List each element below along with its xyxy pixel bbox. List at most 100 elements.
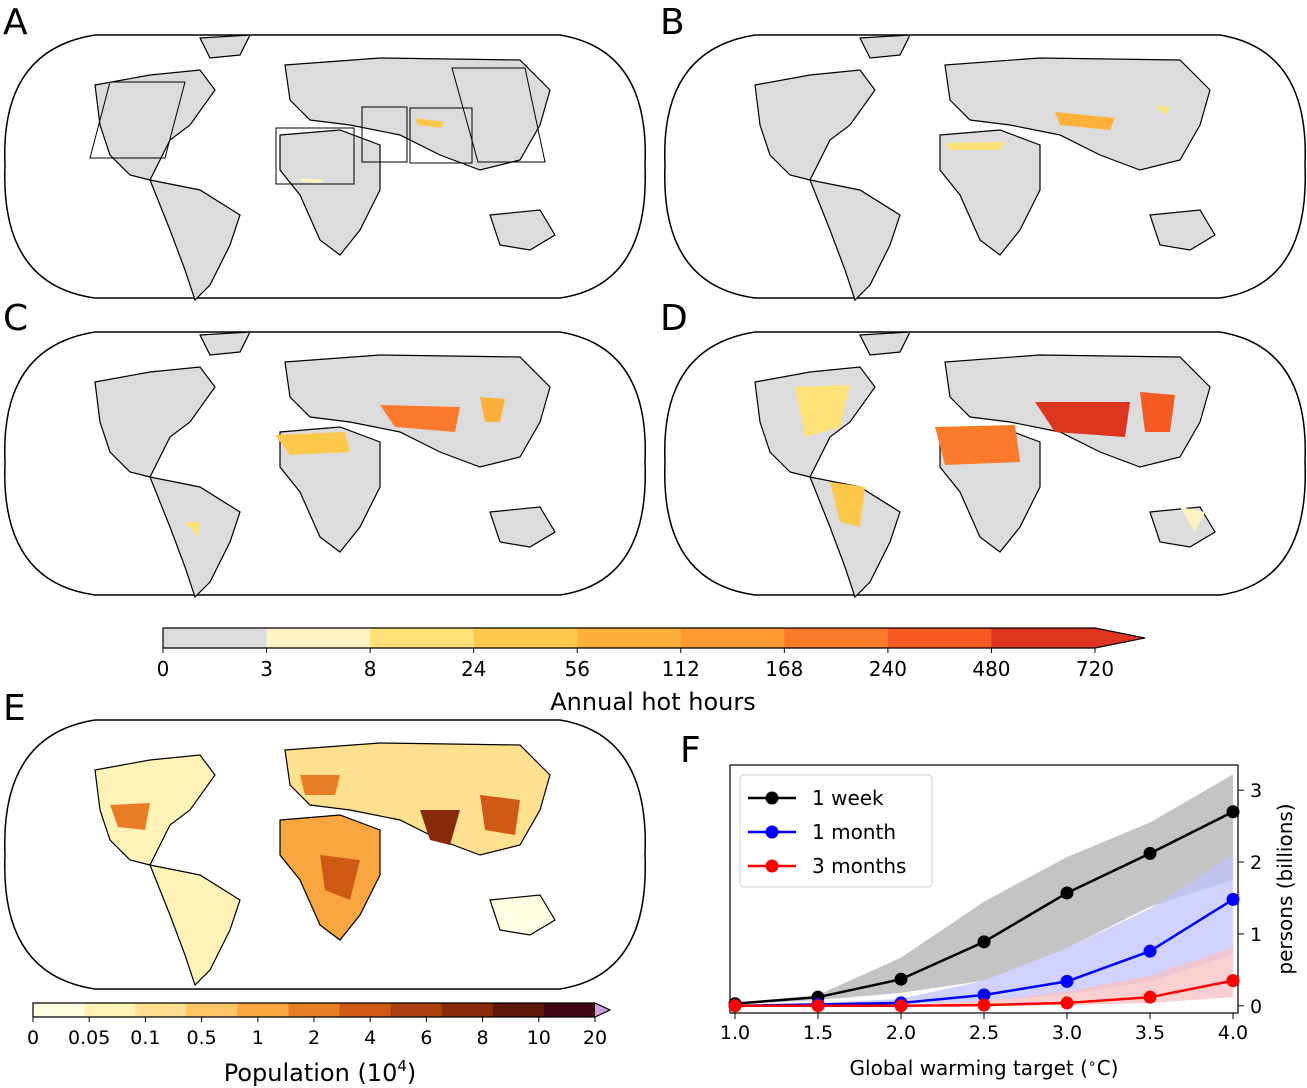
population-colorbar-tick-label: 0 (27, 1027, 39, 1049)
population-colorbar-segment (543, 1003, 596, 1017)
population-colorbar-segment (33, 1003, 85, 1017)
hot-hours-colorbar: 0 3 8 24 56 112 168 240 480 720 Annual hot hours (157, 627, 1146, 716)
data-point (977, 998, 991, 1012)
hot-colorbar-segment (680, 628, 785, 648)
legend-marker (765, 791, 779, 805)
hot-hours-colorbar-segments (163, 628, 1145, 648)
data-point (1143, 944, 1157, 958)
population-colorbar-tick-label: 2 (308, 1027, 320, 1049)
hot-colorbar-tick-label: 3 (260, 657, 273, 681)
x-tick-label: 3.5 (1135, 1022, 1165, 1044)
map-c (4, 331, 646, 598)
x-tick-label: 3.0 (1052, 1022, 1082, 1044)
hot-colorbar-segment (473, 628, 578, 648)
data-point (894, 999, 908, 1013)
data-point (1143, 990, 1157, 1004)
population-colorbar-extend-arrow (595, 1003, 610, 1017)
population-colorbar-tick-label: 20 (583, 1027, 607, 1049)
hot-colorbar-segment (266, 628, 371, 648)
legend-frame (739, 774, 933, 888)
hot-colorbar-tick-label: 168 (765, 657, 803, 681)
data-point (1226, 974, 1240, 988)
data-point (977, 988, 991, 1002)
population-colorbar-segment (390, 1003, 443, 1017)
hot-colorbar-segment (887, 628, 992, 648)
hot-colorbar-segment (991, 628, 1096, 648)
data-point (1060, 996, 1074, 1010)
x-tick-label: 2.0 (886, 1022, 916, 1044)
hot-colorbar-segment (163, 628, 268, 648)
y-tick-label: 2 (1250, 852, 1262, 874)
legend-marker (765, 825, 779, 839)
x-axis-ticks: 1.0 1.5 2.0 2.5 3.0 3.5 4.0 (720, 1013, 1248, 1044)
population-colorbar-tick-label: 8 (477, 1027, 489, 1049)
panel-letter-a: A (3, 2, 28, 43)
map-b (664, 34, 1306, 301)
x-tick-label: 4.0 (1218, 1022, 1248, 1044)
x-axis-label: Global warming target (∘C) (850, 1056, 1119, 1080)
hot-colorbar-tick-label: 240 (869, 657, 907, 681)
hot-colorbar-tick-label: 24 (461, 657, 486, 681)
hot-colorbar-tick-label: 8 (364, 657, 377, 681)
panel-letter-d: D (660, 298, 688, 339)
hot-hours-colorbar-label: Annual hot hours (550, 688, 755, 716)
panel-letter-e: E (3, 688, 26, 729)
population-colorbar-tick-label: 0.1 (130, 1027, 160, 1049)
y-axis-label: persons (billions) (1273, 803, 1297, 974)
hot-colorbar-segment (784, 628, 889, 648)
map-a (4, 34, 646, 301)
y-tick-label: 3 (1250, 780, 1262, 802)
population-colorbar-segment (84, 1003, 136, 1017)
hot-colorbar-tick-label: 0 (157, 657, 170, 681)
hot-colorbar-segment (370, 628, 475, 648)
population-colorbar-tick-label: 4 (364, 1027, 376, 1049)
population-colorbar-tick-label: 6 (420, 1027, 432, 1049)
x-tick-label: 2.5 (969, 1022, 999, 1044)
x-tick-label: 1.0 (720, 1022, 750, 1044)
legend-label: 1 week (812, 786, 884, 810)
map-e (4, 719, 646, 990)
population-colorbar-segment (441, 1003, 494, 1017)
population-colorbar-segment (339, 1003, 392, 1017)
legend: 1 week 1 month 3 months (739, 774, 933, 888)
panel-letter-b: B (660, 2, 685, 43)
population-colorbar-label: Population (104) (224, 1057, 417, 1087)
panel-letter-f: F (680, 730, 701, 771)
data-point (894, 972, 908, 986)
data-point (977, 935, 991, 949)
confidence-band (734, 946, 1234, 1006)
map-d (664, 331, 1306, 598)
legend-label: 1 month (812, 820, 896, 844)
population-colorbar-tick-label: 0.05 (68, 1027, 110, 1049)
confidence-bands (734, 774, 1234, 1006)
hot-hours-colorbar-ticks: 0 3 8 24 56 112 168 240 480 720 (157, 648, 1114, 681)
hot-colorbar-extend-arrow (1095, 628, 1145, 648)
population-colorbar-tick-label: 0.5 (186, 1027, 216, 1049)
population-colorbar-segment (186, 1003, 238, 1017)
population-colorbar-tick-label: 10 (527, 1027, 551, 1049)
data-point (728, 999, 742, 1013)
y-axis-ticks: 0 1 2 3 (1238, 780, 1262, 1018)
hot-colorbar-tick-label: 480 (972, 657, 1010, 681)
legend-label: 3 months (812, 854, 906, 878)
population-colorbar-segment (237, 1003, 289, 1017)
panel-letter-c: C (3, 298, 29, 339)
data-point (811, 999, 825, 1013)
population-colorbar-tick-label: 1 (252, 1027, 264, 1049)
data-point (1060, 886, 1074, 900)
hot-colorbar-tick-label: 56 (564, 657, 589, 681)
population-colorbar-segment (492, 1003, 545, 1017)
data-point (1060, 974, 1074, 988)
data-point (1226, 892, 1240, 906)
legend-marker (765, 859, 779, 873)
population-colorbar-segment (288, 1003, 341, 1017)
population-colorbar-segments (33, 1003, 610, 1017)
y-tick-label: 0 (1250, 996, 1262, 1018)
x-tick-label: 1.5 (803, 1022, 833, 1044)
hot-colorbar-tick-label: 720 (1076, 657, 1114, 681)
y-tick-label: 1 (1250, 924, 1262, 946)
line-chart-f: 1.0 1.5 2.0 2.5 3.0 3.5 4.0 0 1 2 3 1 week 1 month… (720, 764, 1297, 1080)
hot-colorbar-tick-label: 112 (662, 657, 700, 681)
hot-colorbar-segment (577, 628, 682, 648)
series-markers (728, 805, 1240, 1013)
